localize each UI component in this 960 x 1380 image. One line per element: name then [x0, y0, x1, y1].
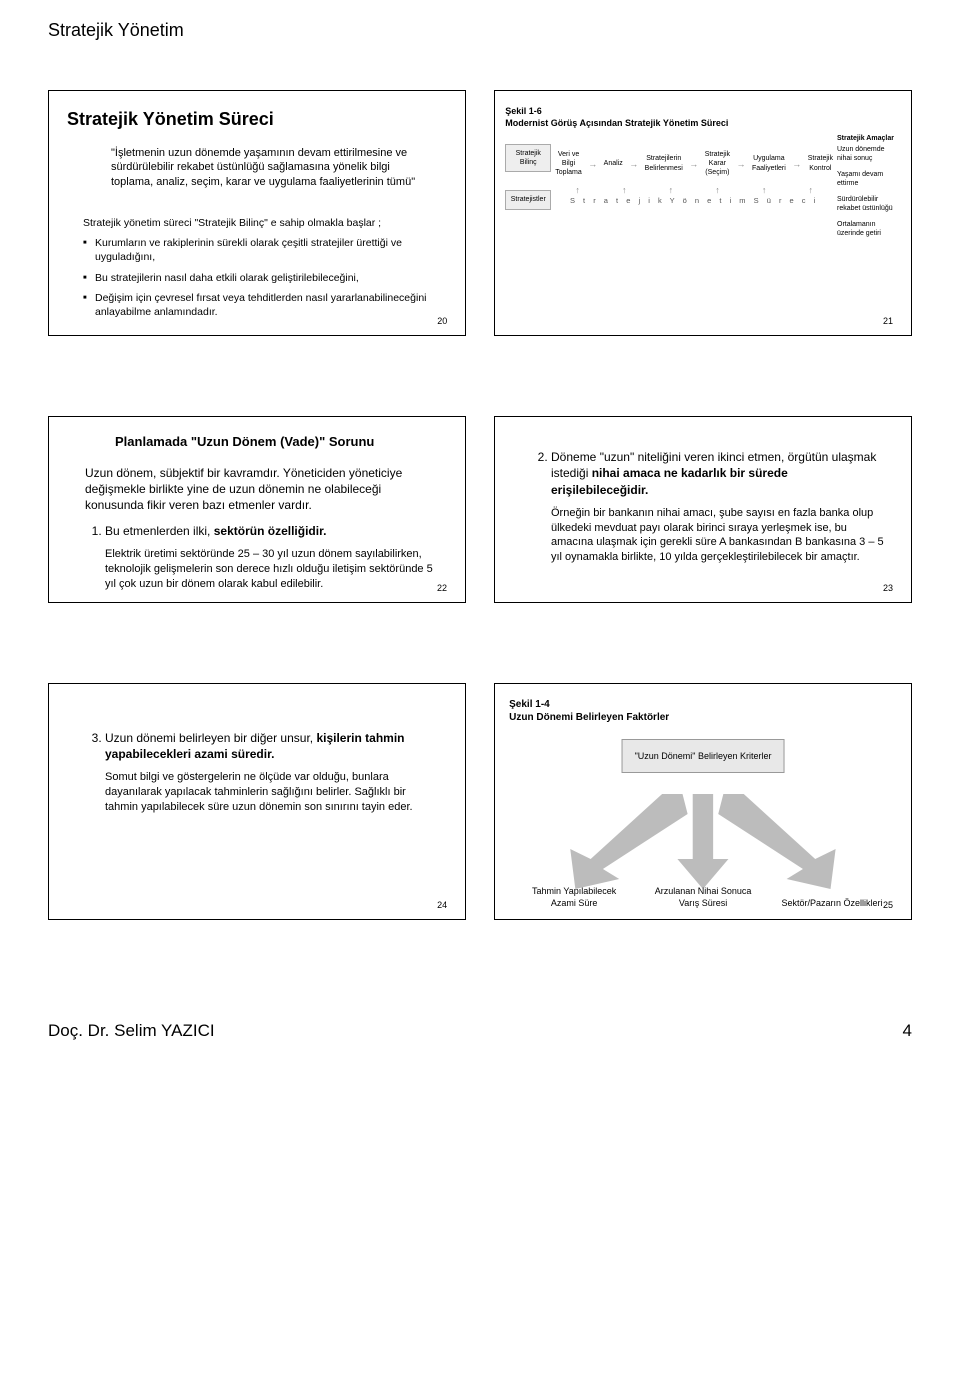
arrow-right-icon: [685, 158, 703, 170]
goals-title: Stratejik Amaçlar: [837, 134, 901, 143]
li-pre: Uzun dönemi belirleyen bir diğer unsur,: [105, 731, 316, 745]
slide-22-sub: Elektrik üretimi sektöründe 25 – 30 yıl …: [85, 547, 441, 592]
list-item: Bu stratejilerin nasıl daha etkili olara…: [83, 271, 447, 285]
list-item: Kurumların ve rakiplerinin sürekli olara…: [83, 236, 447, 264]
diagram-box: Stratejistler: [505, 190, 551, 209]
slide-23: Döneme "uzun" niteliğini veren ikinci et…: [494, 416, 912, 603]
bottom-label: Arzulanan Nihai Sonuca Varış Süresi: [648, 885, 758, 909]
slide-20: Stratejik Yönetim Süreci "İşletmenin uzu…: [48, 90, 466, 336]
slide-number: 22: [437, 582, 447, 594]
slide-24: Uzun dönemi belirleyen bir diğer unsur, …: [48, 683, 466, 920]
top-box: "Uzun Dönemi" Belirleyen Kriterler: [622, 739, 785, 773]
slide-20-quote: "İşletmenin uzun dönemde yaşamının devam…: [67, 146, 447, 191]
arrow-shape: [570, 794, 687, 889]
stage: Stratejilerin Belirlenmesi: [645, 154, 683, 173]
arrow-shape: [718, 794, 835, 889]
slide-number: 20: [437, 315, 447, 327]
process-label: S t r a t e j i k Y ö n e t i m S ü r e …: [555, 196, 833, 206]
footer-page-number: 4: [903, 1020, 912, 1043]
list-item: Uzun dönemi belirleyen bir diğer unsur, …: [105, 730, 441, 762]
stage: Stratejik Karar (Seçim): [705, 150, 730, 178]
slide-20-bullets: Kurumların ve rakiplerinin sürekli olara…: [67, 236, 447, 319]
stage: Uygulama Faaliyetleri: [752, 154, 786, 173]
slide-24-sub: Somut bilgi ve göstergelerin ne ölçüde v…: [85, 770, 441, 815]
footer-author: Doç. Dr. Selim YAZICI: [48, 1020, 215, 1043]
slide-number: 21: [883, 315, 893, 327]
arrow-up-icon: [788, 184, 833, 196]
figure-25-diagram: "Uzun Dönemi" Belirleyen Kriterler Tahmi…: [509, 739, 897, 909]
row-3: Uzun dönemi belirleyen bir diğer unsur, …: [48, 683, 912, 920]
arrow-right-icon: [732, 158, 750, 170]
figure-label: Şekil 1-4: [509, 698, 897, 712]
slide-22-title: Planlamada "Uzun Dönem (Vade)" Sorunu: [67, 433, 447, 451]
row-1: Stratejik Yönetim Süreci "İşletmenin uzu…: [48, 90, 912, 336]
slide-22-lead: Uzun dönem, sübjektif bir kavramdır. Yön…: [85, 465, 441, 514]
stage: Analiz: [604, 159, 623, 168]
row-2: Planlamada "Uzun Dönem (Vade)" Sorunu Uz…: [48, 416, 912, 603]
arrow-up-icon: [742, 184, 787, 196]
bottom-label: Tahmin Yapılabilecek Azami Süre: [519, 885, 629, 909]
arrow-right-icon: [584, 158, 602, 170]
figure-label: Şekil 1-6: [505, 105, 901, 117]
slide-20-title: Stratejik Yönetim Süreci: [67, 107, 447, 131]
list-item: Bu etmenlerden ilki, sektörün özelliğidi…: [105, 523, 441, 539]
bottom-label: Sektör/Pazarın Özellikleri: [777, 897, 887, 909]
li-pre: Bu etmenlerden ilki,: [105, 524, 214, 538]
goal-item: Sürdürülebilir rekabet üstünlüğü: [837, 195, 901, 214]
slide-21: Şekil 1-6 Modernist Görüş Açısından Stra…: [494, 90, 912, 336]
li-bold: sektörün özelliğidir.: [214, 524, 327, 538]
slide-23-sub: Örneğin bir bankanın nihai amacı, şube s…: [531, 506, 887, 565]
slide-number: 23: [883, 582, 893, 594]
goal-item: Ortalamanın üzerinde getiri: [837, 220, 901, 239]
slide-number: 25: [883, 899, 893, 911]
diagram-21: Stratejik Bilinç Stratejistler Veri ve B…: [505, 134, 901, 245]
arrow-right-icon: [788, 158, 806, 170]
list-item: Değişim için çevresel fırsat veya tehdit…: [83, 291, 447, 319]
goal-item: Yaşamı devam ettirme: [837, 170, 901, 189]
stage: Stratejik Kontrol: [808, 154, 833, 173]
figure-title: Modernist Görüş Açısından Stratejik Yöne…: [505, 117, 901, 129]
doc-title: Stratejik Yönetim: [48, 18, 912, 42]
arrow-up-icon: [602, 184, 647, 196]
arrow-up-icon: [555, 184, 600, 196]
slide-25: Şekil 1-4 Uzun Dönemi Belirleyen Faktörl…: [494, 683, 912, 920]
list-item: Döneme "uzun" niteliğini veren ikinci et…: [551, 449, 887, 498]
process-stages: Veri ve Bilgi Toplama Analiz Stratejiler…: [555, 150, 833, 178]
goal-item: Uzun dönemde nihai sonuç: [837, 145, 901, 164]
page-footer: Doç. Dr. Selim YAZICI 4: [48, 1000, 912, 1043]
arrow-up-icon: [695, 184, 740, 196]
slide-20-lead: Stratejik yönetim süreci "Stratejik Bili…: [67, 216, 447, 230]
slide-number: 24: [437, 899, 447, 911]
slide-22: Planlamada "Uzun Dönem (Vade)" Sorunu Uz…: [48, 416, 466, 603]
arrow-right-icon: [625, 158, 643, 170]
figure-title: Uzun Dönemi Belirleyen Faktörler: [509, 711, 897, 725]
diagram-box: Stratejik Bilinç: [505, 144, 551, 173]
arrow-up-icon: [649, 184, 694, 196]
stage: Veri ve Bilgi Toplama: [555, 150, 581, 178]
